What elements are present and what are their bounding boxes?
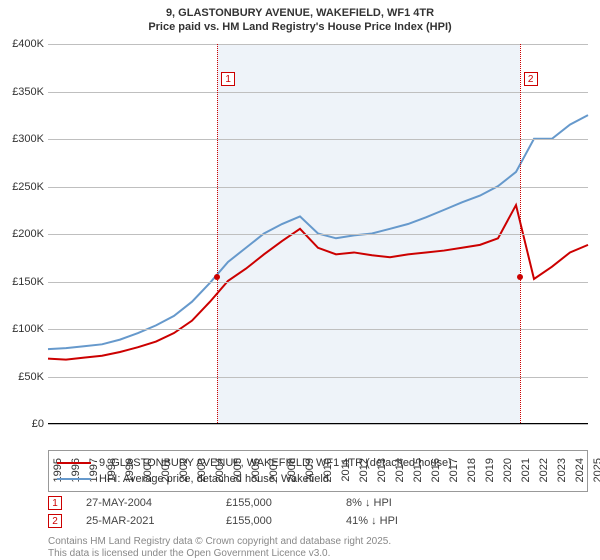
y-tick-label: £300K [0,133,44,145]
gridline [48,234,588,235]
y-tick-label: £250K [0,181,44,193]
marker-row-number: 2 [48,514,62,528]
gridline [48,329,588,330]
marker-vline [520,44,521,423]
legend-label: HPI: Average price, detached house, Wake… [99,473,329,485]
marker-row-delta: 41% ↓ HPI [346,515,588,527]
legend: 9, GLASTONBURY AVENUE, WAKEFIELD, WF1 4T… [48,450,588,492]
y-tick-label: £200K [0,228,44,240]
marker-table-row: 1 27-MAY-2004£155,0008% ↓ HPI [48,494,588,512]
chart-footer: Contains HM Land Registry data © Crown c… [48,536,588,559]
marker-row-delta: 8% ↓ HPI [346,497,588,509]
marker-number-box: 1 [221,72,235,86]
plot-area: 12 [48,44,588,424]
marker-table-row: 2 25-MAR-2021£155,00041% ↓ HPI [48,512,588,530]
title-line-1: 9, GLASTONBURY AVENUE, WAKEFIELD, WF1 4T… [0,6,600,20]
legend-item: 9, GLASTONBURY AVENUE, WAKEFIELD, WF1 4T… [57,455,579,471]
marker-row-date: 27-MAY-2004 [86,497,226,509]
gridline [48,92,588,93]
marker-row-date: 25-MAR-2021 [86,515,226,527]
chart-title: 9, GLASTONBURY AVENUE, WAKEFIELD, WF1 4T… [0,0,600,35]
marker-dot [214,274,220,280]
title-line-2: Price paid vs. HM Land Registry's House … [0,20,600,34]
gridline [48,424,588,425]
marker-row-number: 1 [48,496,62,510]
legend-label: 9, GLASTONBURY AVENUE, WAKEFIELD, WF1 4T… [99,457,452,469]
y-tick-label: £100K [0,323,44,335]
marker-vline [217,44,218,423]
y-tick-label: £50K [0,371,44,383]
marker-number-box: 2 [524,72,538,86]
marker-dot [517,274,523,280]
y-tick-label: £350K [0,86,44,98]
gridline [48,282,588,283]
chart-container: 9, GLASTONBURY AVENUE, WAKEFIELD, WF1 4T… [0,0,600,560]
footer-line-1: Contains HM Land Registry data © Crown c… [48,536,588,548]
gridline [48,44,588,45]
gridline [48,187,588,188]
series-hpi [48,115,588,349]
footer-line-2: This data is licensed under the Open Gov… [48,548,588,560]
y-tick-label: £150K [0,276,44,288]
marker-table: 1 27-MAY-2004£155,0008% ↓ HPI 2 25-MAR-2021… [48,494,588,530]
legend-swatch [57,478,91,480]
y-tick-label: £0 [0,418,44,430]
y-tick-label: £400K [0,38,44,50]
legend-item: HPI: Average price, detached house, Wake… [57,471,579,487]
gridline [48,139,588,140]
gridline [48,377,588,378]
marker-row-price: £155,000 [226,497,346,509]
x-tick-label: 2025 [592,458,600,482]
legend-swatch [57,462,91,464]
marker-row-price: £155,000 [226,515,346,527]
